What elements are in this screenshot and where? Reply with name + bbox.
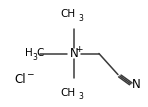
Text: −: − bbox=[26, 69, 33, 78]
Text: 3: 3 bbox=[78, 14, 83, 23]
Text: 3: 3 bbox=[78, 92, 83, 101]
Text: +: + bbox=[75, 45, 83, 54]
Text: C: C bbox=[36, 48, 43, 59]
Text: N: N bbox=[70, 47, 78, 60]
Text: H: H bbox=[25, 48, 33, 59]
Text: 3: 3 bbox=[32, 53, 37, 62]
Text: N: N bbox=[132, 78, 141, 91]
Text: CH: CH bbox=[61, 88, 76, 98]
Text: CH: CH bbox=[61, 9, 76, 19]
Text: Cl: Cl bbox=[14, 73, 26, 86]
